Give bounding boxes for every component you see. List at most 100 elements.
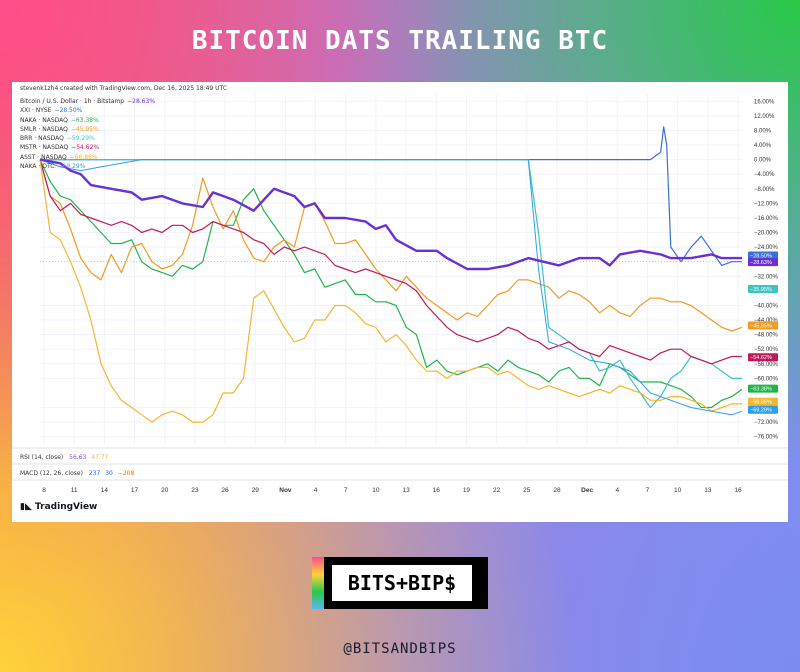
x-tick-label: 26 — [221, 487, 229, 494]
price-tag — [748, 251, 778, 260]
x-tick-label: 10 — [674, 487, 682, 494]
legend-label: SMLR · NASDAQ — [20, 125, 68, 133]
legend-pct: −63.38% — [70, 116, 99, 124]
x-tick-label: 23 — [191, 487, 199, 494]
chart-meta: stevenk1zh4 created with TradingView.com… — [20, 85, 228, 92]
y-tick-label: −4.00% — [754, 172, 775, 178]
rsi-label: RSI (14, close) 56.63 47.77 — [20, 454, 108, 461]
legend-item: ASST · NASDAQ −66.86% — [20, 153, 155, 162]
legend-pct: −59.29% — [66, 135, 95, 143]
legend-pct: −54.62% — [71, 144, 100, 152]
price-tag-label: −28.63% — [750, 260, 772, 266]
x-tick-label: 13 — [402, 487, 410, 494]
y-tick-label: −76.00% — [754, 435, 779, 441]
brand-logo-text: BITS+BIP$ — [332, 565, 472, 601]
legend-label: Bitcoin / U.S. Dollar · 1h · Bitstamp — [20, 98, 125, 105]
x-tick-label: Nov — [279, 487, 292, 494]
x-tick-label: 16 — [734, 487, 742, 494]
y-tick-label: −40.00% — [754, 303, 779, 309]
brand-stripe — [312, 557, 326, 609]
legend-pct: −69.29% — [57, 163, 86, 171]
brand-logo: BITS+BIP$ — [312, 557, 488, 609]
y-tick-label: −20.00% — [754, 231, 779, 237]
x-tick-label: Dec — [581, 487, 593, 494]
x-tick-label: 28 — [553, 487, 561, 494]
price-tag-label: −45.95% — [750, 324, 772, 330]
y-tick-label: −44.00% — [754, 318, 779, 324]
social-handle: @BITSANDBIPS — [343, 641, 457, 657]
series-line-7 — [39, 159, 743, 416]
y-tick-label: −52.00% — [754, 347, 779, 353]
x-tick-label: 13 — [704, 487, 712, 494]
series-line-2 — [39, 159, 743, 409]
legend-label: XXI · NYSE — [20, 107, 52, 115]
legend-label: MSTR · NASDAQ — [20, 144, 69, 152]
x-tick-label: 10 — [372, 487, 380, 494]
legend-item: NAKA · OTC −69.29% — [20, 162, 155, 171]
legend-label: NAKA · OTC — [20, 163, 55, 171]
y-tick-label: −16.00% — [754, 216, 779, 222]
y-tick-label: −32.00% — [754, 274, 779, 280]
y-tick-label: −8.00% — [754, 187, 775, 193]
chart-panel: 8 11 14 17 20 23 26 29 Nov 4 7 10 13 16 19 22 25 28 Dec 4 7 1… — [12, 82, 788, 522]
macd-value-2: 30 — [105, 470, 113, 477]
x-tick-label: 29 — [252, 487, 260, 494]
tradingview-mark-icon: ▮◣ — [20, 502, 36, 512]
series-line-5 — [39, 159, 742, 365]
y-tick-label: −56.00% — [754, 362, 779, 368]
price-tag-label: −28.50% — [750, 254, 772, 260]
price-tag-label: −66.86% — [750, 400, 772, 406]
series-line-3 — [39, 159, 743, 332]
y-tick-label: 8.00% — [754, 128, 772, 134]
price-tag — [748, 405, 778, 414]
price-tag — [748, 258, 778, 267]
macd-label-text: MACD (12, 26, close) — [20, 470, 83, 477]
price-tag — [748, 353, 778, 362]
y-tick-label: −48.00% — [754, 333, 779, 339]
price-tag-label: −63.38% — [750, 387, 772, 393]
macd-value-1: 237 — [88, 470, 101, 477]
rsi-value-1: 56.63 — [69, 454, 87, 461]
y-tick-label: 4.00% — [754, 143, 772, 149]
tradingview-logo: ▮◣ TradingView — [20, 502, 97, 512]
y-tick-label: −24.00% — [754, 245, 779, 251]
legend-pct: −45.95% — [70, 125, 99, 133]
series-line-0 — [39, 158, 742, 271]
macd-value-3: −208 — [117, 470, 135, 477]
x-tick-label: 7 — [344, 487, 348, 494]
x-tick-label: 22 — [493, 487, 501, 494]
y-tick-label: −60.00% — [754, 376, 779, 382]
legend-item: SMLR · NASDAQ −45.95% — [20, 125, 155, 134]
rsi-value-2: 47.77 — [91, 454, 109, 461]
x-tick-label: 16 — [433, 487, 441, 494]
line-chart: 8 11 14 17 20 23 26 29 Nov 4 7 10 13 16 19 22 25 28 Dec 4 7 1… — [12, 94, 788, 494]
rsi-label-text: RSI (14, close) — [20, 454, 64, 461]
x-tick-label: 20 — [161, 487, 169, 494]
x-tick-label: 19 — [463, 487, 471, 494]
legend-item: NAKA · NASDAQ −63.38% — [20, 116, 155, 125]
legend-pct: −66.86% — [69, 153, 98, 161]
price-tag-label: −54.62% — [750, 355, 772, 361]
headline: BITCOIN DATS TRAILING BTC — [191, 26, 609, 56]
tradingview-logo-text: TradingView — [35, 502, 98, 512]
x-tick-label: 17 — [131, 487, 139, 494]
y-tick-label: −72.00% — [754, 420, 779, 426]
series-line-6 — [39, 159, 742, 423]
legend-label: BRR · NASDAQ — [20, 135, 64, 143]
price-tag — [748, 384, 778, 393]
price-tag — [748, 321, 778, 330]
legend-item: BRR · NASDAQ −59.29% — [20, 134, 155, 143]
y-tick-label: 16.00% — [754, 99, 775, 105]
legend-label: ASST · NASDAQ — [20, 153, 67, 161]
price-tag — [748, 285, 778, 294]
price-tag-label: −35.95% — [750, 287, 772, 293]
x-tick-label: 4 — [615, 487, 619, 494]
y-tick-label: 0.00% — [754, 158, 772, 164]
legend-item: MSTR · NASDAQ −54.62% — [20, 143, 155, 152]
x-tick-label: 8 — [42, 487, 46, 494]
macd-label: MACD (12, 26, close) 237 30 −208 — [20, 470, 134, 477]
y-tick-label: −12.00% — [754, 201, 779, 207]
legend: Bitcoin / U.S. Dollar · 1h · Bitstamp −28… — [20, 97, 155, 171]
legend-pct: −28.63% — [127, 98, 156, 105]
legend-pct: −28.50% — [54, 107, 83, 115]
